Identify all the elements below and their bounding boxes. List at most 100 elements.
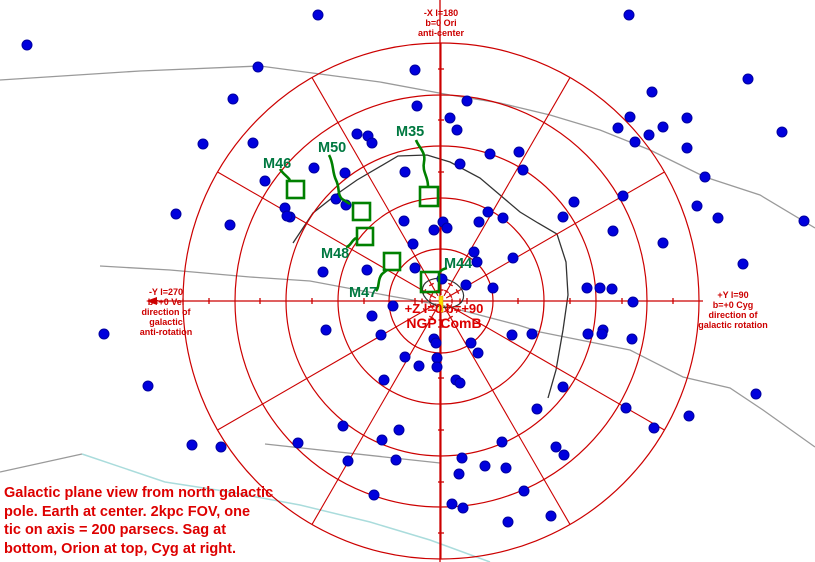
star-dot: [366, 137, 378, 149]
star-dot: [390, 454, 402, 466]
caption-line: bottom, Orion at top, Cyg at right.: [4, 540, 236, 557]
star-dot: [407, 238, 419, 250]
star-dot: [170, 208, 182, 220]
star-dot: [545, 510, 557, 522]
grid-spoke: [443, 305, 571, 525]
star-dot: [581, 282, 593, 294]
star-dot: [646, 86, 658, 98]
star-dot: [506, 329, 518, 341]
left-axis-line: -Y l=270: [148, 287, 184, 297]
cluster-leader-m48: [345, 236, 357, 249]
star-dot: [648, 422, 660, 434]
star-dot: [596, 328, 608, 340]
right-axis-line: direction of: [708, 310, 758, 320]
star-dot: [624, 111, 636, 123]
star-dot: [558, 449, 570, 461]
star-dot: [317, 266, 329, 278]
left-axis-line: galactic: [149, 317, 183, 327]
star-dot: [500, 462, 512, 474]
star-dot: [742, 73, 754, 85]
star-dot: [21, 39, 33, 51]
left-axis-line: direction of: [141, 307, 191, 317]
star-dot: [737, 258, 749, 270]
gray-line-top: [0, 65, 815, 229]
star-dot: [496, 436, 508, 448]
star-dot: [557, 381, 569, 393]
earth-center-marker: [438, 295, 444, 313]
cluster-leader-m50: [327, 154, 351, 206]
star-dot: [224, 219, 236, 231]
star-dot: [776, 126, 788, 138]
star-dot: [252, 61, 264, 73]
center-tick: [448, 282, 453, 287]
star-dot: [399, 351, 411, 363]
star-dot: [454, 158, 466, 170]
top-axis-label: -X l=180 b=0 Ori anti-center: [391, 8, 491, 38]
star-dot: [582, 328, 594, 340]
caption-line: Galactic plane view from north galactic: [4, 485, 274, 501]
star-dot: [342, 455, 354, 467]
top-axis-line: -X l=180: [423, 8, 459, 18]
star-dot: [629, 136, 641, 148]
star-dot: [750, 388, 762, 400]
center-tick: [455, 308, 460, 313]
star-dot: [497, 212, 509, 224]
cluster-leader-m46: [278, 168, 292, 181]
cluster-leader-m47: [374, 268, 388, 292]
star-dot: [312, 9, 324, 21]
center-tick: [433, 308, 438, 313]
grid-spoke: [217, 171, 437, 299]
cluster-box-m44: [419, 270, 441, 294]
star-dot: [387, 300, 399, 312]
cluster-label-m46: M46: [263, 156, 291, 172]
star-dot: [98, 328, 110, 340]
star-dot: [215, 441, 227, 453]
star-dot: [606, 283, 618, 295]
grid-spoke: [217, 303, 437, 431]
cluster-label-m50: M50: [318, 140, 346, 156]
star-dot: [375, 329, 387, 341]
star-dot: [691, 200, 703, 212]
star-dot: [568, 196, 580, 208]
center-tick: [429, 293, 434, 298]
star-dot: [620, 402, 632, 414]
cyan-line-bottom: [81, 453, 491, 562]
star-dot: [197, 138, 209, 150]
star-dot: [468, 246, 480, 258]
star-dot: [320, 324, 332, 336]
top-axis-line: anti-center: [417, 28, 464, 38]
star-dot: [454, 377, 466, 389]
center-tick: [422, 308, 427, 313]
caption: Galactic plane view from north galactic …: [4, 484, 294, 558]
star-dot: [482, 206, 494, 218]
star-dot: [550, 441, 562, 453]
star-dot: [393, 424, 405, 436]
star-dot: [368, 489, 380, 501]
star-dot: [518, 485, 530, 497]
star-dot: [456, 452, 468, 464]
cluster-box-m47: [382, 251, 402, 272]
star-dot: [399, 166, 411, 178]
star-dot: [430, 337, 442, 349]
star-dot: [451, 124, 463, 136]
center-label: +Z l=0 b=+90 NGP ComB: [374, 302, 514, 331]
center-label-line: NGP ComB: [406, 315, 482, 331]
star-dot: [471, 256, 483, 268]
cluster-label-m47: M47: [349, 285, 377, 301]
star-dot: [502, 516, 514, 528]
star-dot: [657, 237, 669, 249]
center-label-line: +Z l=0 b=+90: [404, 301, 484, 316]
star-dot: [699, 171, 711, 183]
star-dot: [378, 374, 390, 386]
star-dot: [351, 128, 363, 140]
cluster-box-m50: [351, 201, 372, 222]
star-dot: [517, 164, 529, 176]
star-dot: [339, 167, 351, 179]
star-dot: [627, 296, 639, 308]
center-tick: [444, 289, 449, 294]
star-dot: [398, 215, 410, 227]
star-dot: [142, 380, 154, 392]
star-dot: [683, 410, 695, 422]
